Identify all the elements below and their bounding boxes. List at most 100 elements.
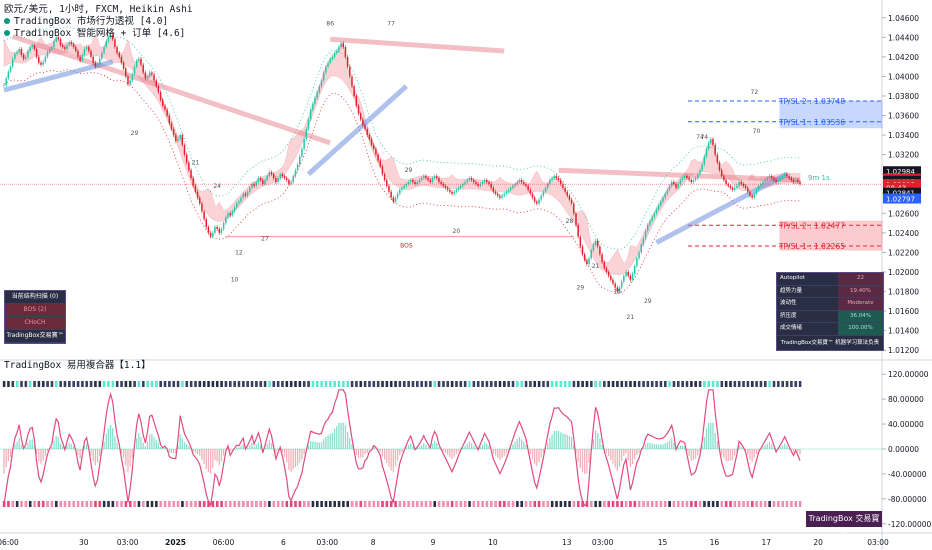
top-ribbon-cell: [750, 381, 754, 387]
candle-body: [644, 230, 647, 239]
target-label: TP/SL 1 : 1.03536: [778, 118, 845, 127]
bottom-ribbon-cell: [750, 501, 754, 507]
top-ribbon-cell: [607, 381, 611, 387]
bottom-ribbon-cell: [737, 501, 741, 507]
candle-body: [733, 187, 736, 190]
bottom-ribbon-cell: [50, 501, 54, 507]
top-ribbon-cell: [420, 381, 423, 387]
bottom-ribbon-cell: [7, 501, 10, 507]
top-ribbon-cell: [663, 381, 667, 387]
legend-line-indicator-2: TradingBox 智能网格 + 订单 [4.6]: [4, 28, 193, 40]
swing-label: 86: [326, 21, 334, 28]
price-badge: [883, 193, 921, 204]
top-ribbon-cell: [168, 381, 171, 387]
candle-body: [660, 201, 662, 206]
candle-body: [649, 221, 651, 225]
candle-body: [679, 180, 682, 184]
price-badge-label: 1.02984: [886, 168, 915, 176]
top-ribbon-cell: [224, 381, 228, 387]
candle-body: [229, 213, 231, 216]
bottom-ribbon-cell: [259, 501, 263, 507]
time-tick-label: 15: [658, 538, 668, 547]
bos-label: BOS: [400, 243, 413, 250]
candle-body: [483, 180, 486, 182]
top-ribbon-cell: [376, 381, 380, 387]
candle-body: [731, 187, 734, 190]
bottom-ribbon-cell: [407, 501, 410, 507]
candle-body: [296, 164, 299, 171]
bottom-ribbon-cell: [111, 501, 115, 507]
candle-body: [399, 189, 401, 194]
top-ribbon-cell: [141, 381, 145, 387]
bottom-ribbon-cell: [516, 501, 519, 507]
brand-badge: TradingBox 交易寶™: [806, 511, 882, 539]
top-ribbon-cell: [272, 381, 276, 387]
candle-body: [531, 193, 534, 198]
bottom-ribbon-cell: [337, 501, 341, 507]
top-ribbon-cell: [772, 381, 776, 387]
bottom-ribbon-cell: [755, 501, 758, 507]
top-ribbon-cell: [594, 381, 597, 387]
candle-body: [477, 183, 479, 186]
top-ribbon-cell: [172, 381, 176, 387]
candle-body: [353, 86, 355, 96]
bottom-ribbon-cell: [620, 501, 624, 507]
candle-body: [779, 178, 782, 181]
price-badge: [883, 187, 921, 198]
top-ribbon-cell: [416, 381, 419, 387]
bottom-ribbon-cell: [68, 501, 71, 507]
candle-body: [440, 181, 442, 184]
candle-body: [470, 178, 473, 181]
target-label: TP/SL 2 : 1.03748: [778, 97, 845, 106]
time-tick-label: 03:00: [867, 538, 889, 547]
bottom-ribbon-cell: [659, 501, 663, 507]
candle-body: [349, 66, 351, 77]
price-tick-label: 1.04600: [888, 14, 919, 23]
top-ribbon-cell: [302, 381, 306, 387]
bottom-ribbon-cell: [76, 501, 80, 507]
candle-body: [342, 43, 345, 48]
candle-body: [144, 72, 147, 79]
bottom-ribbon-cell: [529, 501, 532, 507]
top-ribbon-cell: [85, 381, 89, 387]
candle-body: [627, 271, 629, 276]
bottom-ribbon-cell: [89, 501, 93, 507]
candle-body: [75, 47, 77, 52]
top-ribbon-cell: [659, 381, 663, 387]
candle-body: [403, 185, 405, 188]
bottom-ribbon-cell: [307, 501, 310, 507]
candle-body: [753, 193, 756, 198]
top-ribbon-cell: [263, 381, 267, 387]
top-ribbon-cell: [233, 381, 236, 387]
candle-body: [666, 189, 669, 194]
bottom-ribbon-cell: [181, 501, 184, 507]
candle-body: [135, 60, 138, 67]
bottom-ribbon-cell: [703, 501, 706, 507]
bottom-ribbon-cell: [611, 501, 615, 507]
candle-body: [699, 170, 701, 175]
bottom-ribbon-cell: [455, 501, 458, 507]
candle-body: [322, 72, 325, 81]
candle-body: [53, 41, 55, 48]
candle-body: [159, 92, 162, 100]
bottom-ribbon-cell: [590, 501, 593, 507]
candle-body: [238, 201, 240, 204]
candle-body: [344, 47, 347, 57]
bottom-ribbon-cell: [677, 501, 680, 507]
candle-body: [162, 99, 164, 106]
top-ribbon-cell: [185, 381, 189, 387]
candle-body: [473, 180, 475, 182]
top-ribbon-cell: [372, 381, 376, 387]
candle-body: [546, 183, 549, 188]
candle-body: [64, 47, 66, 50]
candle-body: [190, 170, 192, 179]
bottom-ribbon-cell: [777, 501, 780, 507]
bottom-ribbon-cell: [402, 501, 406, 507]
candle-body: [557, 178, 560, 181]
top-ribbon-cell: [559, 381, 563, 387]
top-ribbon-cell: [68, 381, 71, 387]
candle-body: [710, 138, 712, 143]
candle-body: [79, 56, 81, 61]
bottom-ribbon-cell: [746, 501, 750, 507]
price-tick-label: 1.04200: [888, 53, 919, 62]
